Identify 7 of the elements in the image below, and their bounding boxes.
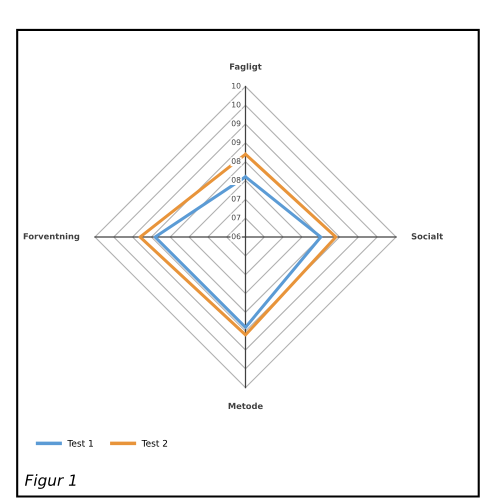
spoke-label: Forventning xyxy=(24,232,80,242)
text: Figur 1 xyxy=(24,474,76,489)
legend-label: Test 1 xyxy=(67,440,93,447)
spoke-label: Metode xyxy=(228,402,263,410)
legend-label: Test 2 xyxy=(142,440,168,447)
spoke-label: Fagligt xyxy=(230,63,262,72)
spoke-label: Socialt xyxy=(412,232,443,240)
